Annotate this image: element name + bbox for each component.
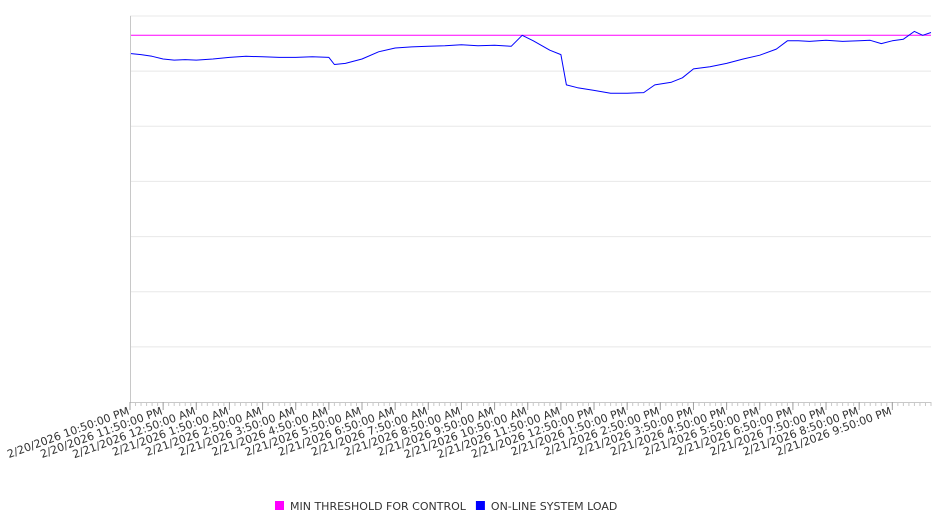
legend-label: ON-LINE SYSTEM LOAD <box>491 500 617 513</box>
legend-swatch <box>475 501 485 510</box>
legend-swatch <box>275 501 284 510</box>
x-axis-ticks: 2/20/2026 10:50:00 PM2/20/2026 11:50:00 … <box>5 402 932 461</box>
grid-lines <box>130 15 931 348</box>
legend-label: MIN THRESHOLD FOR CONTROL <box>290 500 467 513</box>
series-line <box>129 30 932 94</box>
legend: MIN THRESHOLD FOR CONTROL ON-LINE SYSTEM … <box>275 500 617 513</box>
axes <box>130 16 931 403</box>
series-lines <box>129 30 932 94</box>
